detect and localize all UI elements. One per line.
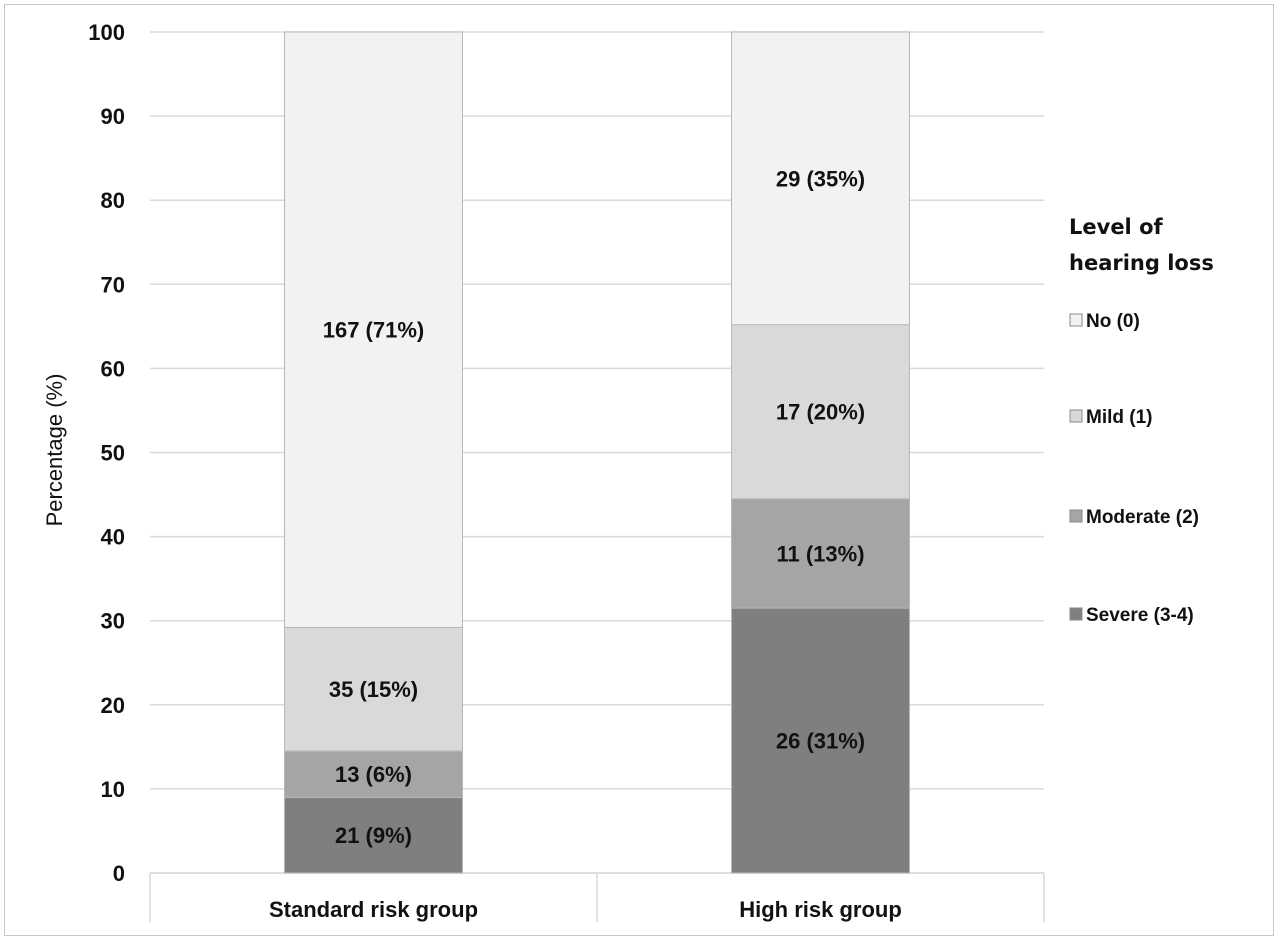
data-labels: 21 (9%) 13 (6%) 35 (15%) 167 (71%) 26 (31%) 1… — [323, 166, 865, 848]
legend-item-label: No (0) — [1086, 311, 1140, 332]
legend-title-line-1: Level of — [1069, 215, 1163, 239]
bar-segment — [731, 498, 910, 609]
x-category-label: Standard risk group — [269, 897, 478, 922]
bars — [284, 31, 910, 874]
y-tick-label: 50 — [101, 441, 125, 466]
data-label: 35 (15%) — [329, 677, 418, 702]
y-axis-label: Percentage (%) — [42, 374, 67, 527]
data-label: 17 (20%) — [776, 400, 865, 425]
x-axis-categories: Standard risk group High risk group — [269, 897, 902, 922]
data-label: 13 (6%) — [335, 762, 412, 787]
y-tick-label: 100 — [88, 20, 125, 45]
y-tick-label: 20 — [101, 693, 125, 718]
y-tick-label: 10 — [101, 777, 125, 802]
legend-swatch — [1069, 409, 1083, 423]
data-label: 167 (71%) — [323, 318, 425, 343]
chart-frame — [4, 4, 1274, 936]
y-tick-label: 60 — [101, 356, 125, 381]
bar-segment — [731, 607, 910, 874]
y-tick-label: 30 — [101, 609, 125, 634]
legend-item-label: Mild (1) — [1086, 407, 1153, 428]
legend-item-label: Severe (3-4) — [1086, 605, 1194, 626]
y-axis-ticks: 0 10 20 30 40 50 60 70 80 90 100 — [88, 20, 125, 886]
y-tick-label: 70 — [101, 272, 125, 297]
legend: Level of hearing loss No (0) Mild (1) Modera… — [1069, 215, 1214, 626]
y-tick-label: 90 — [101, 104, 125, 129]
data-label: 26 (31%) — [776, 729, 865, 754]
x-category-label: High risk group — [739, 897, 902, 922]
data-label: 21 (9%) — [335, 823, 412, 848]
legend-swatch — [1069, 607, 1083, 621]
bar-segment — [731, 324, 910, 500]
bar-segment — [731, 31, 910, 326]
legend-swatch — [1069, 509, 1083, 523]
y-tick-label: 40 — [101, 525, 125, 550]
y-tick-label: 0 — [113, 861, 125, 886]
data-label: 11 (13%) — [776, 541, 864, 566]
bar-segment — [284, 796, 463, 874]
legend-item-label: Moderate (2) — [1086, 507, 1199, 528]
legend-swatch — [1069, 313, 1083, 327]
bar-segment — [284, 31, 463, 628]
data-label: 29 (35%) — [776, 166, 865, 191]
y-tick-label: 80 — [101, 188, 125, 213]
legend-title-line-2: hearing loss — [1069, 251, 1214, 275]
